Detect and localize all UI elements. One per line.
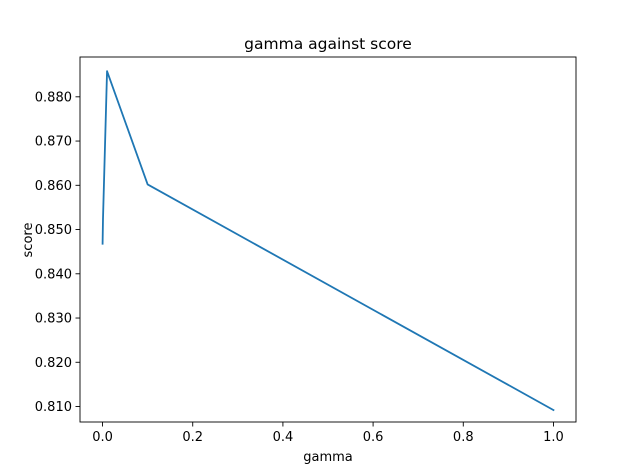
chart-title: gamma against score	[244, 35, 412, 53]
x-tick-label: 0.6	[363, 430, 384, 445]
y-axis-title: score	[21, 223, 36, 258]
y-tick-label: 0.850	[35, 223, 72, 238]
plot-frame	[79, 56, 577, 423]
y-tick-label: 0.860	[35, 179, 72, 194]
y-tick-label: 0.820	[35, 356, 72, 371]
x-tick-label: 0.4	[273, 430, 294, 445]
plot-area	[79, 56, 577, 423]
y-axis: 0.810 0.820 0.830 0.840 0.850 0.860 0.870 0.880	[35, 90, 80, 415]
y-tick-label: 0.810	[35, 400, 72, 415]
y-tick-label: 0.830	[35, 312, 72, 327]
y-tick-label: 0.840	[35, 267, 72, 282]
y-tick-label: 0.870	[35, 135, 72, 150]
x-tick-label: 0.0	[92, 430, 113, 445]
x-tick-label: 0.8	[453, 430, 474, 445]
x-axis-title: gamma	[303, 450, 353, 465]
y-tick-label: 0.880	[35, 90, 72, 105]
series-line-0	[101, 70, 555, 412]
x-axis: 0.0 0.2 0.4 0.6 0.8 1.0	[92, 422, 564, 445]
x-tick-label: 0.2	[182, 430, 203, 445]
x-tick-label: 1.0	[543, 430, 564, 445]
